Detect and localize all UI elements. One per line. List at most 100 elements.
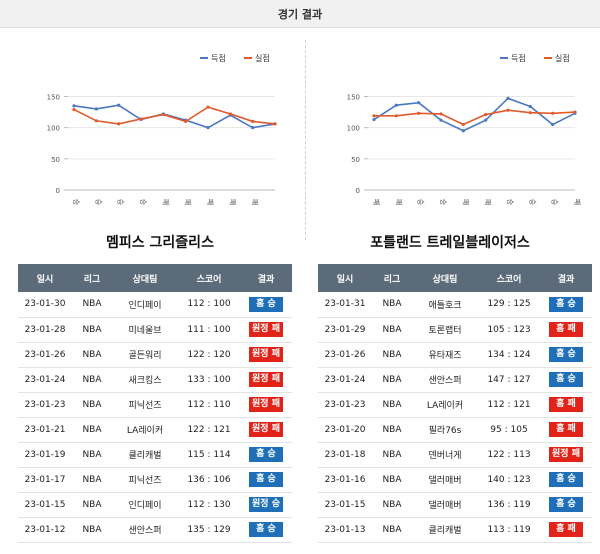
series-scored-line [373, 97, 576, 132]
data-point [484, 112, 488, 117]
league-cell: NBA [72, 467, 112, 493]
x-tick-label: 패 [573, 199, 582, 205]
result-badge: 홈 승 [549, 347, 583, 362]
table-row: 23-01-26 NBA 유타재즈 134 : 124 홈 승 [318, 342, 592, 368]
league-cell: NBA [372, 292, 412, 318]
x-tick-label: 패 [372, 199, 381, 205]
results-header: 경기 결과 [0, 0, 600, 28]
result-cell: 원정 패 [540, 442, 592, 468]
score-cell: 122 : 113 [478, 442, 540, 468]
x-tick-label: 승 [117, 199, 125, 206]
score-cell: 112 : 110 [178, 392, 240, 418]
league-cell: NBA [372, 417, 412, 443]
date-cell: 23-01-19 [18, 442, 72, 468]
x-tick-label: 패 [461, 199, 470, 205]
score-cell: 95 : 105 [478, 417, 540, 443]
data-point [206, 126, 210, 130]
result-cell: 홈 승 [240, 467, 292, 493]
table-row: 23-01-12 NBA 샌안스퍼 135 : 129 홈 승 [18, 517, 292, 543]
col-score: 스코어 [478, 264, 540, 292]
data-point [461, 122, 465, 127]
table-header-row: 일시 리그 상대팀 스코어 결과 [318, 264, 592, 292]
x-tick-label: 승 [528, 199, 536, 206]
table-row: 23-01-21 NBA LA레이커 122 : 121 원정 패 [18, 417, 292, 443]
result-badge: 원정 패 [249, 322, 283, 337]
opponent-cell: 댈러매버 [412, 467, 478, 493]
date-cell: 23-01-24 [18, 367, 72, 393]
table-row: 23-01-26 NBA 골든워리 122 : 120 원정 패 [18, 342, 292, 368]
league-cell: NBA [72, 367, 112, 393]
league-cell: NBA [72, 392, 112, 418]
table-row: 23-01-16 NBA 댈러매버 140 : 123 홈 승 [318, 467, 592, 493]
x-tick-label: 승 [551, 199, 559, 206]
opponent-cell: 댈러매버 [412, 492, 478, 518]
x-tick-label: 승 [139, 199, 147, 206]
result-badge: 홈 패 [549, 422, 583, 437]
score-cell: 112 : 130 [178, 492, 240, 518]
date-cell: 23-01-20 [318, 417, 372, 443]
col-league: 리그 [372, 264, 412, 292]
table-row: 23-01-23 NBA 피닉선즈 112 : 110 원정 패 [18, 392, 292, 418]
data-point [251, 126, 255, 130]
league-cell: NBA [72, 517, 112, 543]
opponent-cell: LA레이커 [112, 417, 178, 443]
col-date: 일시 [18, 264, 72, 292]
legend-scored-label: 득점 [511, 53, 526, 63]
data-point [251, 119, 255, 124]
date-cell: 23-01-12 [18, 517, 72, 543]
data-point [439, 118, 443, 122]
opponent-cell: 애틀호크 [412, 292, 478, 318]
table-row: 23-01-30 NBA 인디페이 112 : 100 홈 승 [18, 292, 292, 318]
y-tick-label: 50 [51, 156, 60, 164]
opponent-cell: 피닉선즈 [112, 467, 178, 493]
result-badge: 홈 패 [549, 322, 583, 337]
line-chart-svg: 득점 실점 0 50 100 150 승 승 승 승 패 패 패 패 패 [47, 53, 277, 206]
result-badge: 홈 승 [549, 497, 583, 512]
result-badge: 원정 패 [249, 422, 283, 437]
data-point [117, 103, 121, 107]
x-tick-label: 패 [394, 199, 403, 205]
opponent-cell: 필라76s [412, 417, 478, 443]
league-cell: NBA [72, 317, 112, 343]
y-tick-label: 0 [56, 187, 60, 195]
table-row: 23-01-28 NBA 미네울브 111 : 100 원정 패 [18, 317, 292, 343]
data-point [439, 112, 443, 116]
data-point [551, 122, 555, 127]
result-badge: 홈 승 [249, 522, 283, 537]
series-conceded-line [374, 109, 576, 126]
league-cell: NBA [72, 492, 112, 518]
result-cell: 홈 패 [540, 392, 592, 418]
team-title-memphis: 멤피스 그리즐리스 [106, 235, 214, 251]
score-cell: 147 : 127 [478, 367, 540, 393]
col-result: 결과 [240, 264, 292, 292]
score-cell: 111 : 100 [178, 317, 240, 343]
table-row: 23-01-23 NBA LA레이커 112 : 121 홈 패 [318, 392, 592, 418]
score-cell: 136 : 119 [478, 492, 540, 518]
score-cell: 129 : 125 [478, 292, 540, 318]
y-tick-label: 100 [47, 125, 60, 133]
score-cell: 122 : 120 [178, 342, 240, 368]
result-badge: 홈 승 [549, 372, 583, 387]
score-cell: 140 : 123 [478, 467, 540, 493]
result-cell: 홈 승 [240, 442, 292, 468]
data-point [161, 112, 165, 117]
score-cell: 135 : 129 [178, 517, 240, 543]
data-point [72, 107, 76, 112]
league-cell: NBA [72, 442, 112, 468]
table-row: 23-01-18 NBA 덴버너게 122 : 113 원정 패 [318, 442, 592, 468]
table-row: 23-01-17 NBA 피닉선즈 136 : 106 홈 승 [18, 467, 292, 493]
league-cell: NBA [372, 442, 412, 468]
col-result: 결과 [540, 264, 592, 292]
legend-scored-label: 득점 [211, 53, 226, 63]
y-tick-label: 0 [356, 187, 360, 195]
chart-divider [305, 40, 306, 240]
date-cell: 23-01-24 [318, 367, 372, 393]
line-chart-svg: 득점 실점 0 50 100 150 패 패 승 승 패 패 승 승 승 패 [347, 53, 582, 206]
opponent-cell: 새크킹스 [112, 367, 178, 393]
table-row: 23-01-19 NBA 클리캐벌 115 : 114 홈 승 [18, 442, 292, 468]
data-point [228, 112, 232, 116]
opponent-cell: 토론랩터 [412, 317, 478, 343]
table-row: 23-01-29 NBA 토론랩터 105 : 123 홈 패 [318, 317, 592, 343]
result-cell: 홈 패 [540, 517, 592, 543]
league-cell: NBA [72, 292, 112, 318]
